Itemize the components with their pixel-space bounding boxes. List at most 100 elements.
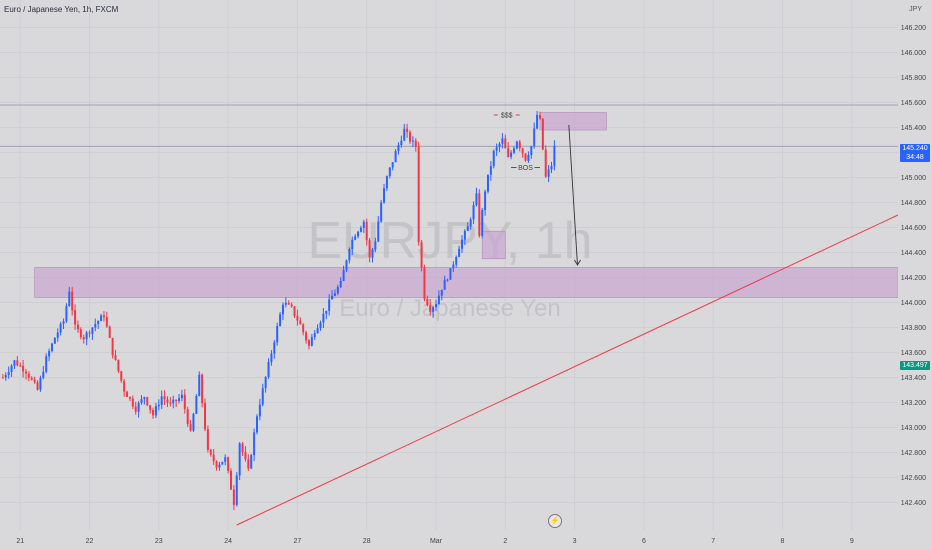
time-tick-label: 27 [294,538,302,545]
candle-body [440,289,443,296]
candle-body [111,337,114,356]
chart-title: Euro / Japanese Yen, 1h, FXCM [4,5,119,14]
candle-body [253,432,256,456]
candle-body [420,242,423,268]
candle-body [481,210,484,236]
candle-body [163,396,166,400]
candle-body [42,371,45,378]
candle-body [180,394,183,399]
candle-body [56,332,59,338]
price-axis-bg [898,0,932,550]
candle-body [371,249,374,258]
candle-body [114,355,117,360]
price-tick-label: 145.800 [901,75,926,82]
candle-body [400,140,403,146]
candle-body [403,128,406,141]
candle-body [478,193,481,236]
candle-body [221,461,224,465]
price-tick-label: 143.600 [901,350,926,357]
candle-body [218,464,221,468]
candle-body [27,373,30,378]
candle-body [74,310,77,325]
candle-body [328,299,331,311]
chart-zones [34,112,899,298]
candle-body [117,359,120,372]
time-tick-label: 3 [573,538,577,545]
candle-body [267,362,270,377]
candle-body [166,399,169,403]
candle-body [333,293,336,296]
candle-body [13,360,16,366]
time-axis: 21 22 23 24 27 28 Mar 2 3 6 7 8 9 [0,530,932,550]
candle-body [290,304,293,307]
candle-body [325,310,328,314]
candle-body [475,193,478,206]
candle-body [544,149,547,177]
candle-body [469,219,472,227]
liquidity-label: $$$ [501,113,513,120]
candle-body [126,391,129,397]
candle-body [524,153,527,161]
lightning-icon[interactable]: ⚡ [548,514,562,528]
candle-body [178,398,181,401]
candle-body [388,167,391,177]
candle-body [108,326,111,338]
candle-body [149,405,152,410]
candle-body [484,191,487,211]
candle-body [495,147,498,151]
candle-body [512,148,515,153]
candle-body [310,337,313,346]
candle-body [380,202,383,222]
candle-body [331,295,334,300]
time-tick-label: 22 [86,538,94,545]
price-tick-label: 144.400 [901,250,926,257]
candle-body [209,449,212,455]
candle-body [16,360,19,366]
price-tick-label: 144.600 [901,225,926,232]
candle-body [281,304,284,315]
candle-body [435,304,438,308]
candle-body [1,377,4,379]
candle-body [284,302,287,305]
candle-body [68,291,71,306]
arrow-head-icon [574,259,581,266]
price-axis: 142.400 142.600 142.800 143.000 143.200 143.4… [898,0,932,550]
candle-body [391,162,394,168]
candle-body [293,306,296,316]
candle-body [270,353,273,363]
candle-body [426,298,429,306]
candle-body [247,459,250,469]
time-tick-label: 24 [224,538,232,545]
candle-body [206,429,209,450]
candle-body [273,342,276,354]
trendline [236,214,899,526]
price-tick-label: 144.800 [901,200,926,207]
candle-body [299,320,302,325]
candle-body [351,239,354,250]
current-price: 145.240 [902,144,928,152]
candle-body [357,231,360,237]
candle-body [521,148,524,154]
candle-body [368,240,371,258]
candle-body [143,397,146,400]
candle-body [417,146,420,243]
candle-body [547,169,550,177]
candle-body [342,270,345,281]
time-tick-label: 9 [850,538,854,545]
candle-body [507,148,510,157]
watermark-name: Euro / Japanese Yen [339,295,561,322]
candle-body [48,351,51,357]
price-tick-label: 146.200 [901,25,926,32]
candle-body [59,323,62,333]
candle-body [192,413,195,431]
candle-body [296,315,299,321]
price-tick-label: 144.000 [901,300,926,307]
price-tick-label: 142.800 [901,450,926,457]
candle-body [409,132,412,142]
candle-body [414,140,417,147]
candle-body [336,287,339,294]
candle-body [183,394,186,410]
candle-body [45,356,48,372]
candle-body [518,141,521,149]
